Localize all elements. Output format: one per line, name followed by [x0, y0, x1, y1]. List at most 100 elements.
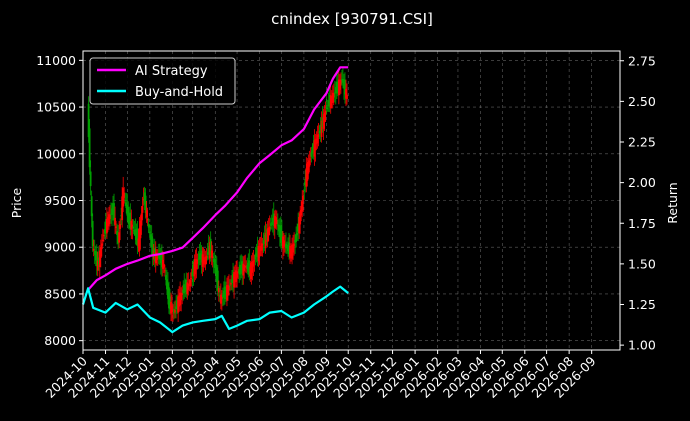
y-axis-right-label: Return — [665, 182, 680, 223]
price-candle — [193, 261, 196, 277]
price-candle — [237, 272, 240, 274]
price-candle — [188, 284, 191, 286]
price-candle — [216, 270, 219, 291]
price-candle — [309, 158, 312, 160]
price-candle — [313, 140, 316, 157]
price-candle — [341, 79, 343, 81]
price-candle — [201, 254, 204, 267]
right-tick-label: 1.25 — [628, 297, 656, 312]
price-candle — [305, 168, 308, 187]
left-tick-label: 10500 — [36, 100, 76, 115]
price-candle — [167, 283, 169, 299]
price-candle — [308, 160, 311, 167]
price-candle — [120, 215, 123, 217]
price-candle — [254, 254, 257, 260]
price-candle — [316, 134, 319, 144]
price-candle — [166, 279, 168, 290]
price-candle — [178, 295, 181, 307]
price-candle — [163, 270, 166, 272]
price-candle — [180, 292, 183, 301]
y-axis-left-label: Price — [9, 187, 24, 218]
price-candle — [156, 256, 159, 258]
price-candle — [165, 275, 167, 280]
price-candle — [158, 254, 161, 260]
price-candle — [228, 285, 230, 291]
price-candle — [266, 228, 269, 242]
price-candle — [96, 260, 99, 271]
price-candle — [168, 287, 170, 309]
price-candle — [343, 79, 345, 89]
price-candle — [224, 286, 226, 299]
price-candle — [255, 253, 258, 257]
price-candle — [269, 223, 272, 226]
price-candle — [346, 94, 348, 100]
price-candle — [323, 112, 326, 122]
price-candle — [141, 206, 144, 213]
price-candle — [113, 203, 115, 221]
price-candle — [129, 212, 132, 228]
price-candle — [132, 226, 135, 229]
price-candle — [253, 260, 256, 262]
price-candle — [117, 234, 119, 244]
price-candle — [204, 256, 207, 265]
price-candle — [321, 117, 324, 128]
price-candle — [212, 258, 215, 263]
price-candle — [98, 250, 101, 268]
price-candle — [295, 233, 298, 242]
price-candle — [303, 189, 306, 191]
price-candle — [234, 272, 236, 283]
price-candle — [299, 213, 302, 225]
price-candle — [206, 252, 209, 255]
price-candle — [225, 287, 227, 297]
price-candle — [159, 253, 162, 264]
price-candle — [142, 198, 145, 201]
price-candle — [242, 263, 245, 276]
price-candle — [191, 272, 194, 277]
right-tick-label: 1.00 — [628, 338, 656, 353]
price-candle — [134, 229, 137, 236]
price-candle — [286, 247, 288, 249]
price-candle — [145, 210, 148, 218]
price-candle — [268, 226, 271, 230]
price-candle — [318, 130, 321, 134]
price-candle — [90, 196, 93, 217]
price-candle — [135, 229, 138, 240]
price-candles — [87, 67, 348, 322]
price-candle — [177, 296, 180, 313]
right-tick-label: 1.50 — [628, 256, 656, 271]
price-candle — [342, 79, 344, 83]
price-candle — [280, 231, 283, 244]
price-candle — [175, 306, 177, 310]
price-candle — [192, 264, 195, 275]
price-candle — [146, 218, 149, 221]
price-candle — [311, 150, 314, 153]
price-candle — [187, 283, 190, 290]
price-candle — [345, 88, 347, 99]
price-candle — [172, 309, 174, 311]
price-candle — [306, 163, 309, 181]
price-candle — [236, 271, 239, 278]
price-candle — [200, 250, 203, 263]
price-candle — [302, 195, 305, 201]
legend-box — [89, 57, 236, 105]
price-candle — [162, 263, 165, 268]
price-candle — [207, 246, 210, 255]
price-candle — [208, 242, 211, 259]
price-candle — [287, 244, 289, 252]
price-candle — [274, 217, 277, 224]
price-candle — [108, 214, 110, 225]
price-candle — [181, 293, 184, 295]
price-candle — [140, 213, 143, 226]
price-candle — [270, 222, 273, 224]
price-candle — [301, 201, 304, 212]
price-candle — [227, 285, 229, 296]
price-candle — [126, 204, 129, 216]
price-candle — [289, 245, 291, 259]
price-candle — [294, 240, 297, 243]
price-candle — [230, 282, 232, 285]
price-candle — [276, 224, 279, 226]
price-candle — [171, 305, 173, 313]
price-candle — [133, 230, 136, 232]
price-candle — [291, 245, 293, 259]
price-candle — [239, 264, 242, 275]
